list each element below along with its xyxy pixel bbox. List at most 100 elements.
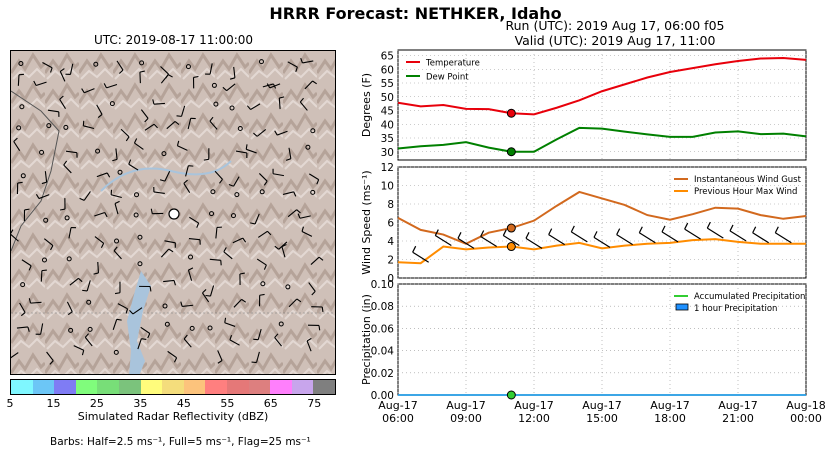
barb-staff — [153, 191, 165, 195]
barb-staff — [120, 128, 130, 138]
barb-feather — [20, 312, 26, 317]
barb-feather — [250, 222, 256, 225]
barb-feather — [149, 286, 152, 292]
barb-staff — [258, 173, 268, 182]
barb-staff — [274, 337, 282, 347]
barb-feather — [113, 246, 118, 252]
y-tick-label: 12 — [381, 162, 394, 174]
barb-feather — [297, 213, 301, 219]
barb-staff — [189, 216, 199, 224]
barb-feather — [59, 95, 64, 100]
barb-staff — [40, 270, 43, 282]
barb-feather — [196, 222, 200, 228]
barb-feather — [616, 228, 621, 235]
barb-staff — [639, 232, 656, 244]
barb-feather — [285, 158, 292, 161]
y-axis-label: Precipitation (in) — [360, 294, 373, 385]
barb-feather — [259, 293, 265, 296]
barb-feather — [274, 333, 279, 338]
barb-feather — [153, 123, 158, 129]
barb-feather — [50, 67, 53, 73]
barb-staff — [65, 150, 77, 154]
x-tick-time: 09:00 — [450, 412, 482, 425]
colorbar-swatch — [248, 380, 271, 394]
calm-marker — [234, 192, 240, 198]
calm-marker — [210, 189, 216, 195]
barb-feather — [118, 69, 124, 74]
reflectivity-colorbar — [10, 379, 336, 395]
barb-staff — [256, 351, 260, 363]
calm-marker — [278, 321, 284, 327]
barb-staff — [83, 125, 95, 130]
barb-staff — [180, 105, 186, 117]
barb-feather — [18, 73, 25, 76]
x-tick-date: Aug-17 — [650, 399, 689, 412]
barb-staff — [113, 250, 122, 260]
calm-marker — [137, 234, 143, 240]
calm-marker — [43, 217, 49, 223]
colorbar-swatch — [270, 380, 292, 394]
y-tick-label: 40 — [381, 119, 394, 131]
calm-marker — [63, 124, 69, 130]
barb-feather — [84, 333, 89, 338]
barb-feather — [684, 222, 689, 230]
barb-staff — [106, 83, 118, 89]
barb-feather — [321, 306, 324, 313]
barb-staff — [140, 326, 151, 334]
calm-marker — [87, 326, 93, 332]
colorbar-swatch — [291, 380, 314, 394]
barb-feather — [502, 229, 507, 236]
calm-marker — [95, 148, 101, 154]
barb-feather — [174, 121, 180, 126]
barb-feather — [17, 181, 23, 184]
barb-feather — [59, 208, 66, 211]
barb-staff — [209, 120, 218, 130]
y-tick-label: 50 — [381, 92, 394, 104]
y-tick-label: 0.00 — [371, 390, 394, 402]
calm-marker — [237, 126, 243, 132]
barb-staff — [209, 63, 213, 75]
x-tick-date: Aug-17 — [378, 399, 417, 412]
barb-staff — [548, 234, 565, 246]
barb-feather — [176, 140, 180, 146]
calm-marker — [230, 213, 236, 219]
barb-staff — [287, 209, 298, 218]
barb-feather — [638, 226, 643, 234]
y-tick-label: 0 — [387, 273, 394, 285]
barb-feather — [183, 179, 188, 184]
barb-feather — [203, 158, 209, 161]
x-tick-date: Aug-18 — [786, 399, 825, 412]
barb-feather — [266, 83, 271, 89]
run-valid-title: Run (UTC): 2019 Aug 17, 06:00 f05 Valid … — [400, 18, 830, 48]
calm-marker — [41, 257, 47, 263]
barb-feather — [100, 243, 105, 248]
colorbar-tick-label: 75 — [307, 397, 322, 410]
barb-feather — [774, 226, 779, 234]
barb-staff — [187, 118, 192, 130]
barb-feather — [299, 97, 304, 103]
barb-feather — [205, 294, 211, 297]
y-tick-label: 35 — [381, 133, 394, 145]
barb-staff — [302, 60, 314, 64]
barb-feather — [97, 114, 103, 119]
x-tick-date: Aug-17 — [718, 399, 757, 412]
calm-marker — [46, 123, 52, 129]
barb-staff — [110, 194, 122, 199]
calm-marker — [209, 211, 215, 217]
barb-staff — [166, 121, 176, 130]
barb-feather — [41, 269, 47, 272]
barb-feather — [300, 58, 303, 64]
calm-marker — [310, 189, 316, 195]
barb-feather — [318, 256, 324, 261]
station-marker — [168, 208, 180, 220]
barb-staff — [69, 277, 79, 286]
x-tick-date: Aug-17 — [582, 399, 621, 412]
wind-direction-barbs — [412, 221, 792, 263]
colorbar-tick-label: 45 — [176, 397, 191, 410]
barb-feather — [311, 290, 316, 296]
calm-marker — [259, 189, 265, 195]
barb-feather — [296, 298, 302, 303]
calm-marker — [134, 192, 140, 198]
barb-feather — [35, 193, 40, 199]
barb-feather — [263, 180, 268, 186]
